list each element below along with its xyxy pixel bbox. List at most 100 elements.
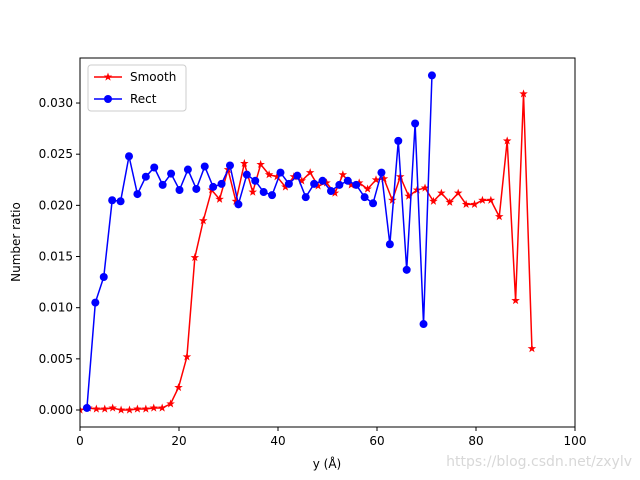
- point: [231, 196, 241, 205]
- point: [116, 197, 125, 206]
- point: [519, 89, 528, 98]
- point: [429, 196, 438, 205]
- x-tick-label: 0: [76, 434, 84, 448]
- point: [215, 194, 224, 203]
- point: [478, 195, 487, 204]
- point: [92, 404, 101, 413]
- point: [150, 163, 159, 172]
- point: [80, 405, 85, 414]
- x-axis-label: y (Å): [313, 456, 342, 471]
- y-axis-label: Number ratio: [9, 202, 23, 282]
- point: [190, 253, 200, 262]
- watermark: https://blog.csdn.net/zxylv: [446, 454, 632, 470]
- plot: [80, 71, 537, 414]
- point: [251, 176, 260, 185]
- point: [394, 136, 403, 145]
- point: [225, 161, 234, 170]
- point: [412, 185, 422, 194]
- point: [259, 188, 268, 197]
- point: [158, 180, 167, 189]
- point: [360, 193, 369, 202]
- point: [82, 403, 91, 412]
- point: [470, 199, 479, 208]
- point: [352, 180, 361, 189]
- x-tick-label: 20: [171, 434, 186, 448]
- point: [313, 181, 323, 190]
- y-tick-label: 0.025: [39, 147, 73, 161]
- point: [91, 298, 100, 307]
- point: [198, 216, 208, 225]
- point: [346, 180, 356, 189]
- x-tick-label: 60: [369, 434, 384, 448]
- point: [264, 170, 274, 179]
- point: [149, 403, 159, 412]
- point: [100, 404, 110, 413]
- point: [404, 191, 413, 200]
- y-tick-label: 0.010: [39, 301, 73, 315]
- legend-marker: [103, 72, 113, 81]
- legend-marker: [104, 95, 112, 103]
- y-tick-label: 0.005: [39, 352, 73, 366]
- point: [192, 184, 201, 193]
- point: [427, 71, 436, 80]
- point: [318, 176, 327, 185]
- point: [256, 159, 265, 169]
- point: [174, 383, 183, 392]
- point: [335, 180, 344, 189]
- point: [494, 212, 504, 221]
- point: [175, 186, 184, 195]
- point: [343, 176, 352, 185]
- x-tick-label: 40: [270, 434, 285, 448]
- point: [486, 195, 496, 204]
- point: [293, 171, 302, 180]
- point: [511, 296, 520, 305]
- point: [125, 152, 134, 161]
- point: [108, 403, 117, 412]
- legend-label: Smooth: [130, 70, 176, 84]
- point: [297, 176, 307, 185]
- legend-label: Rect: [130, 92, 157, 106]
- point: [157, 403, 167, 412]
- point: [141, 404, 151, 413]
- y-tick-label: 0.030: [39, 96, 73, 110]
- point: [133, 404, 142, 413]
- point: [338, 170, 348, 179]
- point: [183, 165, 192, 174]
- point: [108, 196, 117, 205]
- point: [305, 168, 315, 177]
- point: [502, 136, 512, 145]
- point: [281, 182, 290, 191]
- point: [461, 199, 471, 208]
- point: [363, 184, 372, 193]
- point: [330, 188, 340, 197]
- point: [420, 183, 430, 192]
- y-tick-label: 0.020: [39, 198, 73, 212]
- point: [116, 405, 126, 414]
- point: [234, 200, 243, 209]
- point: [437, 188, 446, 197]
- point: [379, 174, 389, 183]
- point: [388, 195, 397, 204]
- point: [167, 169, 176, 178]
- point: [209, 182, 218, 191]
- x-tick-label: 80: [468, 434, 483, 448]
- point: [402, 265, 411, 274]
- axes-frame: [79, 57, 576, 428]
- point: [217, 179, 226, 188]
- point: [371, 175, 381, 184]
- y-tick-label: 0.015: [39, 250, 73, 264]
- point: [419, 320, 428, 329]
- point: [527, 344, 537, 353]
- point: [141, 172, 150, 181]
- point: [385, 240, 394, 249]
- point: [445, 197, 455, 206]
- point: [377, 168, 386, 177]
- point: [242, 170, 251, 179]
- point: [453, 188, 463, 197]
- point: [166, 399, 175, 408]
- point: [326, 187, 335, 196]
- point: [322, 178, 331, 187]
- point: [182, 352, 192, 361]
- x-tick-label: 100: [564, 434, 587, 448]
